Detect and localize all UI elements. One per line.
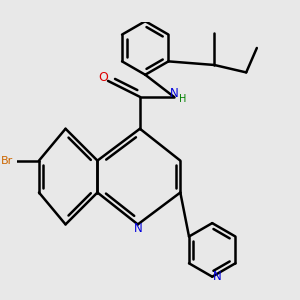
Text: Br: Br xyxy=(1,156,13,166)
Text: N: N xyxy=(213,270,222,283)
Text: H: H xyxy=(179,94,187,104)
Text: N: N xyxy=(134,222,142,236)
Text: O: O xyxy=(98,71,108,84)
Text: N: N xyxy=(169,86,178,100)
